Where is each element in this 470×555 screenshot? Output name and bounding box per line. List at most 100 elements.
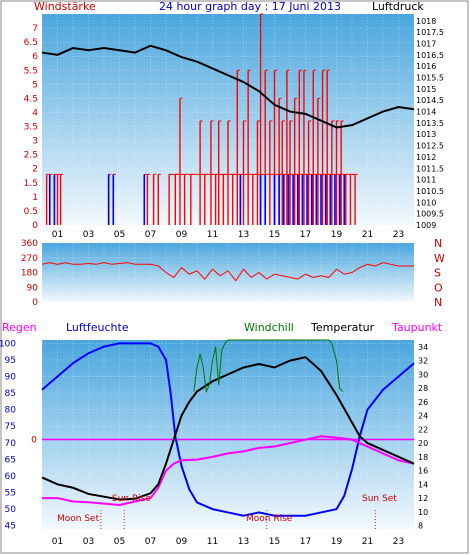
y-temp-tick-label: 8 [418, 522, 423, 531]
y-temp-tick-label: 18 [418, 453, 428, 462]
y-temp-tick-label: 12 [418, 494, 428, 503]
compass-label: N [434, 237, 442, 250]
y-humidity-tick-label: 100 [0, 339, 16, 349]
y-humidity-tick-label: 80 [5, 406, 17, 416]
y-left-tick-label: 5.5 [24, 66, 38, 76]
y-temp-tick-label: 24 [418, 412, 428, 421]
x-tick-label: 09 [176, 230, 188, 240]
header-left: Windstärke [34, 0, 96, 13]
x-tick-label: 13 [238, 230, 249, 240]
y-humidity-tick-label: 60 [5, 472, 17, 482]
temperature-line [41, 356, 415, 501]
y-right-tick-label: 1010 [416, 198, 436, 207]
x-tick-label: 19 [331, 230, 343, 240]
y-temp-tick-label: 20 [418, 439, 428, 448]
y-humidity-tick-label: 90 [5, 372, 17, 382]
x-tick-label: 17 [300, 537, 311, 547]
y-left-tick-label: 1.5 [24, 179, 38, 189]
x-tick-label: 03 [83, 537, 94, 547]
y-right-tick-label: 1015.5 [416, 74, 444, 83]
label-taupunkt: Taupunkt [391, 321, 443, 334]
y-left-tick-label: 2.5 [24, 151, 38, 161]
compass-label: O [434, 281, 443, 294]
y-left-tick-label: 4.5 [24, 94, 38, 104]
panel1-series [41, 13, 415, 225]
y-left-tick-label: 4 [32, 108, 38, 118]
y-right-tick-label: 1013.5 [416, 119, 444, 128]
label-sun-set: Sun Set [362, 494, 397, 504]
y-humidity-tick-label: 85 [5, 389, 16, 399]
label-sun-rise: Sun Rise [112, 494, 151, 504]
y-left-tick-label: 7 [32, 24, 38, 34]
label-regen: Regen [2, 321, 37, 334]
panel2-series [41, 262, 414, 282]
y-humidity-tick-label: 75 [5, 422, 16, 432]
dewpoint-line [42, 435, 415, 506]
x-tick-label: 09 [176, 537, 188, 547]
x-tick-label: 07 [145, 230, 156, 240]
rain-axis-label: 0 [31, 435, 37, 445]
y-dir-tick-label: 180 [21, 269, 38, 279]
y-right-tick-label: 1014 [416, 108, 436, 117]
y-temp-tick-label: 22 [418, 425, 428, 434]
y-right-tick-label: 1012.5 [416, 142, 444, 151]
y-right-tick-label: 1014.5 [416, 96, 444, 105]
label-luftfeuchte: Luftfeuchte [66, 321, 129, 334]
y-dir-tick-label: 0 [32, 298, 38, 308]
x-tick-label: 05 [114, 230, 125, 240]
y-temp-tick-label: 10 [418, 508, 428, 517]
y-temp-tick-label: 14 [418, 480, 428, 489]
compass-label: W [434, 252, 445, 265]
x-tick-label: 03 [83, 230, 94, 240]
compass-label: S [434, 267, 441, 280]
y-temp-tick-label: 34 [418, 343, 428, 352]
label-temperatur: Temperatur [310, 321, 375, 334]
y-temp-tick-label: 28 [418, 384, 428, 393]
y-right-tick-label: 1018 [416, 17, 436, 26]
y-dir-tick-label: 90 [27, 283, 39, 293]
x-tick-label: 23 [393, 230, 404, 240]
y-left-tick-label: 0 [32, 221, 38, 231]
y-right-tick-label: 1012 [416, 153, 436, 162]
y-left-tick-label: 6 [32, 52, 38, 62]
y-dir-tick-label: 270 [21, 254, 38, 264]
y-humidity-tick-label: 55 [5, 489, 16, 499]
y-temp-tick-label: 26 [418, 398, 428, 407]
y-humidity-tick-label: 95 [5, 356, 16, 366]
x-tick-label: 19 [331, 537, 343, 547]
x-tick-label: 17 [300, 230, 311, 240]
windchill-line [193, 339, 344, 394]
x-tick-label: 21 [362, 537, 373, 547]
label-moon-rise: Moon Rise [246, 514, 293, 524]
humidity-line [41, 342, 415, 517]
y-humidity-tick-label: 50 [5, 505, 17, 515]
y-right-tick-label: 1009.5 [416, 210, 444, 219]
y-left-tick-label: 5 [32, 80, 38, 90]
x-tick-label: 15 [269, 230, 280, 240]
x-tick-label: 11 [207, 537, 218, 547]
y-temp-tick-label: 30 [418, 370, 428, 379]
compass-label: N [434, 296, 442, 309]
y-dir-tick-label: 360 [21, 239, 38, 249]
x-tick-label: 01 [52, 230, 63, 240]
y-left-tick-label: 3 [32, 137, 38, 147]
panel3-series [41, 339, 415, 529]
y-right-tick-label: 1011 [416, 176, 436, 185]
y-right-tick-label: 1016.5 [416, 51, 444, 60]
wind-direction-line [41, 262, 414, 282]
y-humidity-tick-label: 65 [5, 455, 16, 465]
pressure-line [41, 44, 415, 129]
header-center: 24 hour graph day : 17 Juni 2013 [159, 0, 341, 13]
y-humidity-tick-label: 70 [5, 439, 17, 449]
y-right-tick-label: 1015 [416, 85, 436, 94]
x-tick-label: 07 [145, 537, 156, 547]
x-tick-label: 21 [362, 230, 373, 240]
x-tick-label: 15 [269, 537, 280, 547]
y-right-tick-label: 1017 [416, 39, 436, 48]
y-left-tick-label: 1 [32, 193, 38, 203]
x-tick-label: 23 [393, 537, 404, 547]
y-left-tick-label: 0.5 [24, 207, 38, 217]
